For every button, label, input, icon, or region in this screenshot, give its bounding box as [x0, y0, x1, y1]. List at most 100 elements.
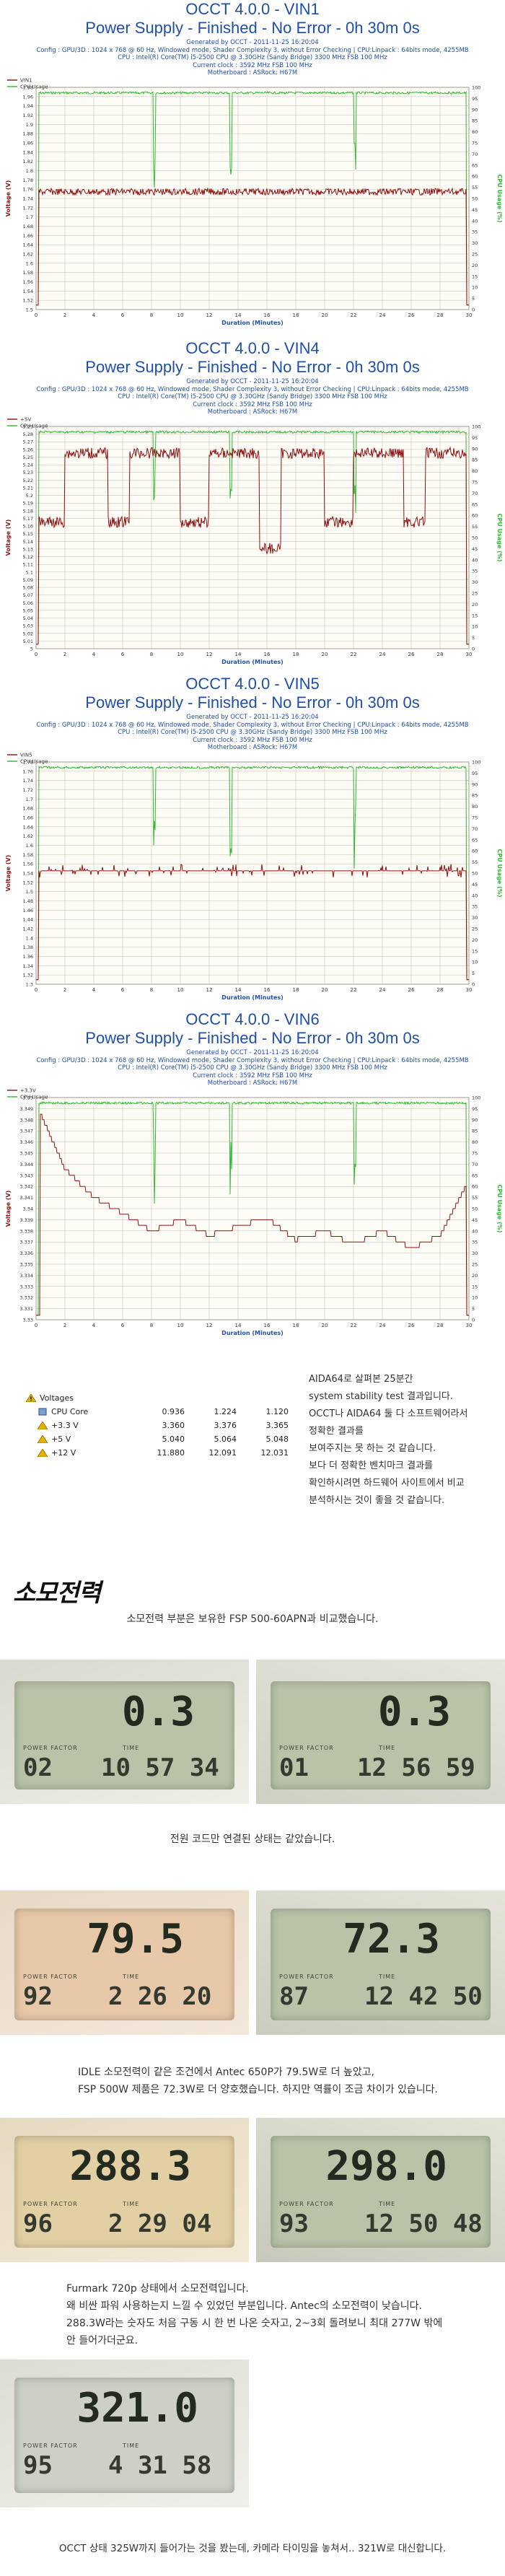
tick-label: 20 [322, 987, 328, 993]
tick-label: 1.74 [23, 196, 33, 201]
tick-label: 5.19 [23, 500, 33, 506]
tick-label: 0 [35, 652, 38, 657]
tick-label: 8 [150, 312, 153, 318]
tick-label: 5.09 [23, 577, 33, 582]
tick-label: 1.54 [23, 288, 33, 294]
tick-label: 22 [351, 987, 357, 993]
tick-label: 75 [472, 140, 478, 146]
tick-label: 5.26 [23, 447, 33, 452]
tick-label: 1.88 [23, 131, 33, 136]
tick-label: 55 [472, 524, 478, 530]
tick-label: 1.82 [23, 159, 33, 165]
tick-label: 1.32 [23, 972, 33, 978]
tick-label: 80 [472, 804, 478, 810]
table-header-row: Voltages [26, 1391, 291, 1405]
tick-label: 55 [472, 1195, 478, 1201]
tick-label: 1.52 [23, 297, 33, 303]
tick-label: 3.336 [19, 1250, 33, 1256]
tick-label: 28 [437, 1323, 444, 1328]
tick-label: 24 [379, 1323, 386, 1328]
tick-label: 95 [472, 770, 478, 776]
tick-label: 1.58 [23, 270, 33, 276]
meter-photo-left: 0.3 POWER FACTOR TIME 02 10 57 34 [0, 1660, 249, 1804]
tick-label: 3.334 [19, 1272, 33, 1278]
tick-label: 1.62 [23, 833, 33, 839]
tick-label: 5.04 [23, 615, 33, 621]
tick-label: 5.25 [23, 454, 33, 460]
tick-label: 70 [472, 151, 478, 157]
tick-label: 18 [293, 1323, 299, 1328]
tick-label: 20 [472, 262, 478, 268]
tick-label: 3.337 [19, 1239, 33, 1245]
tick-label: 5.01 [23, 638, 33, 644]
tick-label: 100 [472, 1095, 480, 1100]
tick-label: 6 [121, 652, 125, 657]
table-row: CPU Core 0.936 1.224 1.120 [26, 1405, 291, 1419]
series-cpu-usage [36, 765, 469, 980]
tick-label: 10 [177, 652, 184, 657]
power-intro: 소모전력 부분은 보유한 FSP 500-60APN과 비교했습니다. [126, 1613, 379, 1625]
photo-row-furmark: 288.3 POWER FACTOR TIME 96 2 29 04 298.0… [0, 2118, 505, 2262]
chart-subtitle: Power Supply - Finished - No Error - 0h … [85, 1029, 420, 1047]
tick-label: 60 [472, 173, 478, 179]
voltages-header: Voltages [26, 1393, 133, 1403]
tick-label: 5.1 [26, 569, 33, 575]
tick-label: 12 [206, 312, 213, 318]
tick-label: 1.98 [23, 84, 33, 90]
chip-icon [38, 1408, 47, 1416]
chart-meta: Generated by OCCT - 2011-11-25 16:20:04 C… [36, 1049, 469, 1087]
table-row: +3.3 V 3.360 3.376 3.365 [26, 1419, 291, 1432]
tick-label: 16 [264, 312, 271, 318]
tick-label: 40 [472, 893, 478, 898]
chart-subtitle: Power Supply - Finished - No Error - 0h … [85, 358, 420, 376]
tick-label: 18 [293, 652, 299, 657]
aida-note: AIDA64로 살펴본 25분간 system stability test 결과… [309, 1374, 468, 1506]
tick-label: 28 [437, 652, 444, 657]
tick-label: 60 [472, 848, 478, 854]
table-row: +12 V 11.880 12.091 12.031 [26, 1446, 291, 1460]
tick-label: 30 [472, 240, 478, 246]
tick-label: 4 [92, 987, 96, 993]
tick-label: 1.7 [26, 214, 33, 220]
tick-label: 1.74 [23, 778, 33, 784]
tick-label: 40 [472, 1228, 478, 1234]
tick-label: 8 [150, 987, 153, 993]
meter-photo-right: 298.0 POWER FACTOR TIME 93 12 50 48 [256, 2118, 505, 2262]
tick-label: 95 [472, 434, 478, 440]
tick-label: 1.64 [23, 242, 33, 247]
tick-label: 16 [264, 987, 271, 993]
tick-label: 3.335 [19, 1261, 33, 1267]
tick-label: 2 [63, 987, 66, 993]
tick-label: 5.12 [23, 554, 33, 560]
tick-label: 1.56 [23, 861, 33, 867]
tick-label: 26 [408, 1323, 415, 1328]
tick-label: 50 [472, 196, 478, 201]
tick-label: 14 [235, 987, 242, 993]
tick-label: 30 [466, 312, 473, 318]
tick-label: 10 [472, 284, 478, 290]
x-axis-label: Duration (Minutes) [221, 994, 284, 1001]
tick-label: 20 [472, 601, 478, 607]
tick-label: 5.02 [23, 631, 33, 636]
tick-label: 3.33 [23, 1317, 33, 1323]
tick-label: 1.64 [23, 824, 33, 830]
chart-title: OCCT 4.0.0 - VIN6 [185, 1010, 320, 1028]
tick-label: 10 [472, 1294, 478, 1300]
tick-label: 100 [472, 84, 480, 90]
tick-label: 5.13 [23, 546, 33, 552]
tick-label: 15 [472, 613, 478, 618]
tick-label: 5.27 [23, 439, 33, 444]
tick-label: 5.06 [23, 600, 33, 605]
tick-label: 30 [466, 652, 473, 657]
legend-label: +3.3V [20, 1087, 36, 1093]
chart-title: OCCT 4.0.0 - VIN1 [185, 0, 320, 18]
y-axis-label-right: CPU Usage (%) [496, 1184, 503, 1232]
tick-label: 6 [121, 312, 125, 318]
tick-label: 90 [472, 107, 478, 113]
tick-label: 25 [472, 926, 478, 932]
tick-label: 0 [472, 307, 475, 312]
tick-label: 55 [472, 185, 478, 190]
